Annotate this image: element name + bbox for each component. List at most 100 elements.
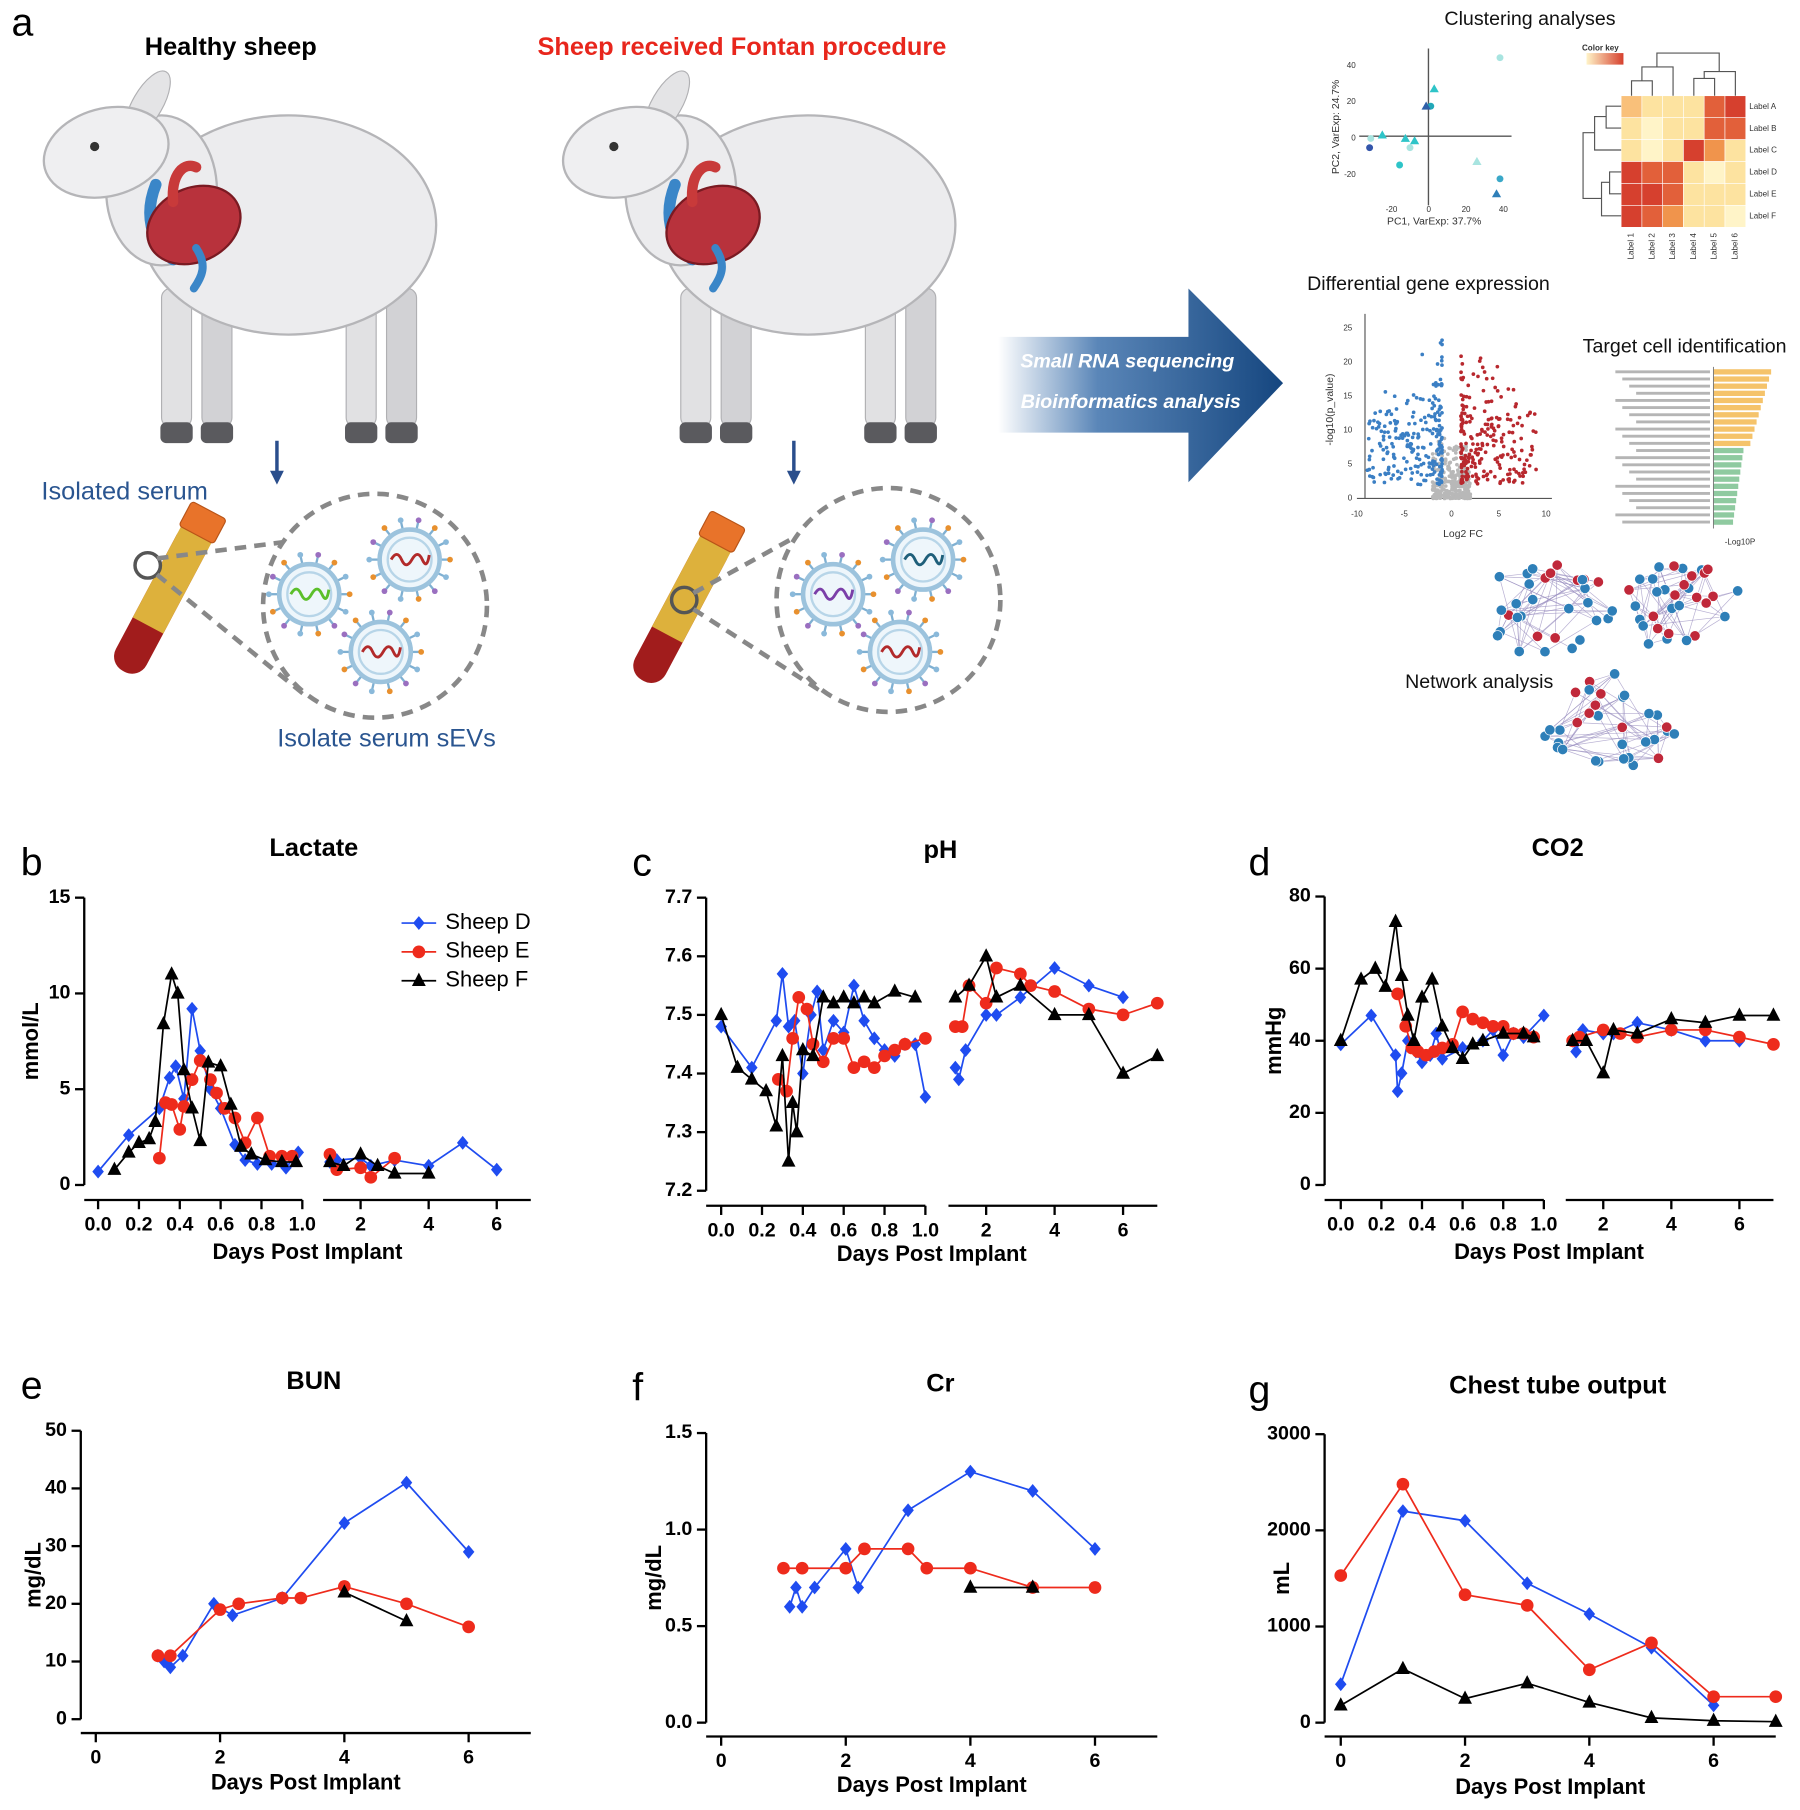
network-edge [1639,578,1654,620]
volcano-dot [1420,427,1425,432]
marker [1435,1018,1450,1032]
dashed-connector [156,540,283,561]
volcano-dot [1486,417,1491,422]
volcano-dot [1405,398,1410,403]
y-tick-label: 2000 [1267,1519,1311,1541]
ev-rna [289,587,331,601]
network-edge [1518,616,1522,652]
volcano-dot [1417,457,1422,462]
volcano-dot [1430,431,1435,436]
ev-tip [341,631,348,638]
volcano-dot [1480,365,1485,370]
marker [1570,1044,1582,1059]
ev-tip [352,617,359,624]
volcano-dot [1426,413,1431,418]
y-tick-label: 10 [49,982,71,1004]
marker [1644,1709,1659,1724]
network-node [1590,755,1602,767]
ev-tip [381,588,388,595]
ev-tip [342,608,349,615]
x-tick-label: 0.2 [1368,1214,1395,1236]
series-line [343,1591,407,1622]
sheep [561,70,957,444]
volcano-dot [1466,383,1471,388]
volcano-dot [1425,427,1429,432]
marker [258,1151,273,1166]
network-node [1544,724,1556,736]
volcano-dot [1432,403,1437,408]
y-tick-label: 7.5 [665,1003,692,1025]
marker [1496,1025,1511,1039]
marker [1150,996,1164,1010]
marker [980,1007,992,1022]
marker [776,966,789,981]
volcano-dot [1422,415,1427,420]
marker [848,978,860,993]
volcano-dot [1381,457,1386,462]
volcano-dot [1459,465,1464,470]
marker [1456,1005,1469,1019]
network-node [1732,585,1744,597]
network-node [1629,600,1641,612]
network-node [1652,752,1664,764]
dendrogram [1630,52,1736,96]
marker [338,1516,351,1530]
volcano-dot [1447,461,1452,465]
arrow-text: Bioinformatics analysis [1021,391,1241,413]
chart-title: Lactate [269,834,358,862]
volcano-dot [1482,469,1486,474]
network-node [1652,623,1664,635]
ev-tip [281,622,287,629]
marker [1664,1023,1678,1037]
marker [1048,961,1061,975]
marker [1391,987,1404,1001]
heatmap-cell [1724,139,1747,162]
network-node [1637,620,1649,632]
marker [1520,1599,1534,1612]
y-tick-label: 60 [1289,957,1311,979]
marker [164,966,179,980]
x-tick-label: 1.0 [289,1214,316,1236]
volcano-dot [1465,487,1469,492]
volcano-dot [1459,480,1464,485]
volcano-dot [1444,495,1449,500]
volcano-dot [1373,411,1378,415]
volcano-dot [1446,466,1450,471]
volcano-ylabel: -log10(p_value) [1325,374,1336,446]
marker [251,1156,264,1171]
target-name-placeholder [1636,449,1710,452]
ev-tip [431,525,438,531]
y-tick-label: 20 [1289,1101,1311,1123]
target-name-placeholder [1622,434,1710,438]
volcano-dot [1421,445,1426,450]
volcano-dot [1470,436,1474,441]
marker [840,1541,852,1556]
marker [1400,1007,1415,1021]
volcano-dot [1457,484,1461,489]
series-line [157,1585,469,1657]
tube-cap [698,511,746,553]
network-edge [1589,681,1623,745]
marker [795,1041,810,1056]
network-node [1606,605,1618,617]
x-tick-label: 6 [1734,1214,1745,1236]
ev-tip [855,559,862,566]
x-tick-label: 4 [1666,1214,1677,1236]
heatmap-cell [1724,161,1747,184]
x-tick-label: 0.4 [1408,1214,1435,1236]
network-node [1527,563,1539,575]
heatmap-row-label: Label E [1749,190,1777,199]
network-edge [1515,603,1538,637]
sheep-leg [385,287,418,428]
volcano-dot [1459,484,1464,489]
network-edge [1575,692,1655,740]
big-arrow [998,288,1284,483]
volcano-dot [1499,395,1503,399]
volcano-dot [1472,406,1477,410]
ev-rna [813,587,855,601]
marker [1645,1636,1658,1650]
y-axis-label: mg/dL [641,1545,666,1611]
volcano-dot [1510,430,1515,435]
volcano-dot [1436,398,1441,403]
pca-y-tick: 40 [1347,61,1356,70]
